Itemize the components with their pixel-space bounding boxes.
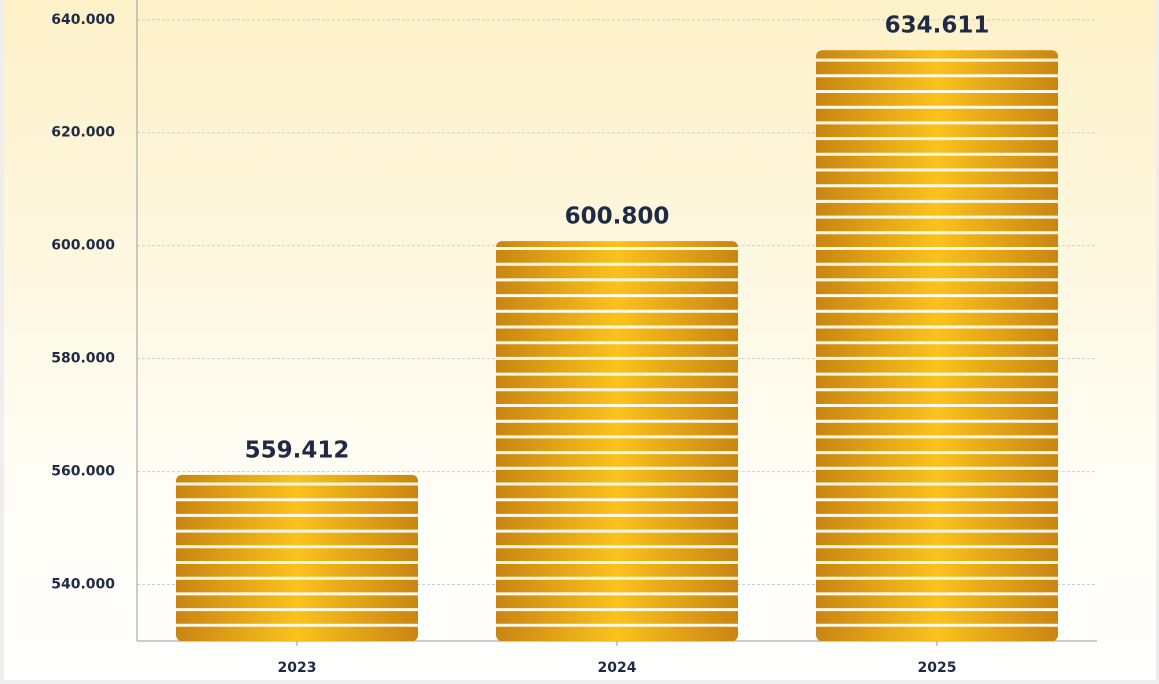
y-tick-label: 580.000 xyxy=(51,351,115,367)
x-tick-label: 2023 xyxy=(278,660,317,676)
plot: 540.000 560.000 580.000 600.000 620.000 640.0… xyxy=(51,0,1097,676)
x-tick-label: 2025 xyxy=(918,660,957,676)
value-label: 600.800 xyxy=(565,204,670,230)
y-tick-label: 620.000 xyxy=(51,125,115,141)
bar xyxy=(816,50,1058,642)
value-label: 634.611 xyxy=(885,13,990,39)
value-label: 559.412 xyxy=(245,437,350,463)
y-tick-label: 600.000 xyxy=(51,238,115,254)
y-tick-label: 640.000 xyxy=(51,12,115,28)
y-tick-label: 560.000 xyxy=(51,464,115,480)
bar xyxy=(496,241,738,641)
y-tick-label: 540.000 xyxy=(51,577,115,593)
x-tick-label: 2024 xyxy=(598,660,637,676)
